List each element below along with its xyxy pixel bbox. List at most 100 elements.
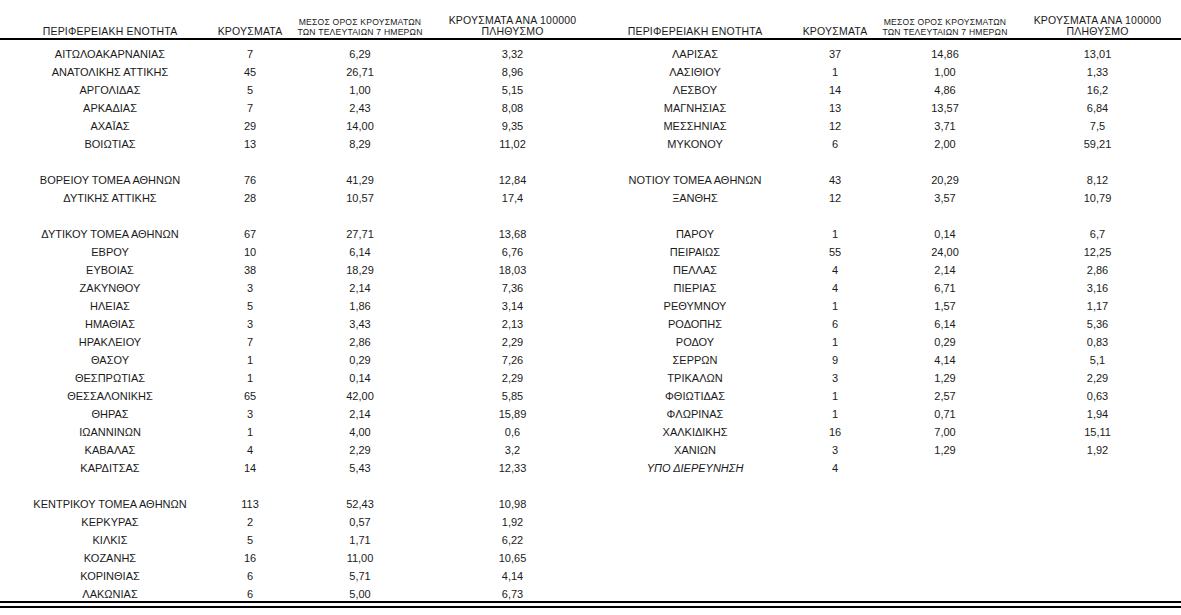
per100k-cell: 10,65 [435,553,590,564]
per100k-cell: 2,29 [435,373,590,384]
region-cell: ΛΑΣΙΘΙΟΥ [590,67,800,78]
table-row: ΕΒΡΟΥ106,146,76 [5,243,590,261]
avg7-cell: 11,00 [285,553,435,564]
table-row: ΚΕΡΚΥΡΑΣ20,571,92 [5,513,590,531]
cases-cell: 1 [800,337,870,348]
cases-cell: 9 [800,355,870,366]
table-row: ΚΙΛΚΙΣ51,716,22 [5,531,590,549]
per100k-cell: 59,21 [1020,139,1175,150]
cases-cell: 16 [800,427,870,438]
region-cell: ΕΒΡΟΥ [5,247,215,258]
per100k-cell: 1,17 [1020,301,1175,312]
avg7-cell: 2,86 [285,337,435,348]
cases-cell: 45 [215,67,285,78]
cases-cell: 13 [800,103,870,114]
table-row: ΘΑΣΟΥ10,297,26 [5,351,590,369]
cases-cell: 28 [215,193,285,204]
region-cell: ΛΕΣΒΟΥ [590,85,800,96]
avg7-cell: 2,14 [285,409,435,420]
avg7-cell: 2,14 [285,283,435,294]
per100k-cell: 6,84 [1020,103,1175,114]
per100k-cell: 1,92 [1020,445,1175,456]
cases-cell: 38 [215,265,285,276]
per100k-cell: 8,12 [1020,175,1175,186]
column-header-cases: ΚΡΟΥΣΜΑΤΑ [215,26,285,38]
per100k-cell: 1,92 [435,517,590,528]
avg7-cell: 4,00 [285,427,435,438]
table-row: ΑΡΚΑΔΙΑΣ72,438,08 [5,99,590,117]
region-cell: ΜΕΣΣΗΝΙΑΣ [590,121,800,132]
table-row: ΗΡΑΚΛΕΙΟΥ72,862,29 [5,333,590,351]
cases-cell: 6 [215,589,285,600]
per100k-cell: 0,63 [1020,391,1175,402]
table-row: ΚΑΡΔΙΤΣΑΣ145,4312,33 [5,459,590,477]
cases-cell: 1 [800,229,870,240]
cases-cell: 3 [800,373,870,384]
cases-cell: 13 [215,139,285,150]
table-row: ΔΥΤΙΚΟΥ ΤΟΜΕΑ ΑΘΗΝΩΝ6727,7113,68 [5,225,590,243]
cases-cell: 7 [215,337,285,348]
avg7-cell: 1,29 [870,373,1020,384]
region-cell: ΙΩΑΝΝΙΝΩΝ [5,427,215,438]
avg7-cell: 7,00 [870,427,1020,438]
per100k-cell: 6,22 [435,535,590,546]
avg7-cell: 2,29 [285,445,435,456]
cases-cell: 4 [800,283,870,294]
header-underline [0,38,1181,40]
cases-cell: 37 [800,49,870,60]
table-header: ΠΕΡΙΦΕΡΕΙΑΚΗ ΕΝΟΤΗΤΑ ΚΡΟΥΣΜΑΤΑ ΜΕΣΟΣ ΟΡΟ… [5,12,590,38]
cases-cell: 3 [800,445,870,456]
avg7-cell: 6,29 [285,49,435,60]
table-row: ΝΟΤΙΟΥ ΤΟΜΕΑ ΑΘΗΝΩΝ4320,298,12 [590,171,1175,189]
table-body-left: ΑΙΤΩΛΟΑΚΑΡΝΑΝΙΑΣ76,293,32ΑΝΑΤΟΛΙΚΗΣ ΑΤΤΙ… [5,45,590,603]
avg7-cell: 1,57 [870,301,1020,312]
per100k-cell: 8,08 [435,103,590,114]
avg7-cell: 5,43 [285,463,435,474]
cases-cell: 1 [800,67,870,78]
cases-cell: 1 [215,427,285,438]
per100k-cell: 3,32 [435,49,590,60]
table-header: ΠΕΡΙΦΕΡΕΙΑΚΗ ΕΝΟΤΗΤΑ ΚΡΟΥΣΜΑΤΑ ΜΕΣΟΣ ΟΡΟ… [590,12,1175,38]
per100k-cell: 12,84 [435,175,590,186]
cases-cell: 29 [215,121,285,132]
per100k-cell: 1,94 [1020,409,1175,420]
region-cell: ΚΟΖΑΝΗΣ [5,553,215,564]
avg7-cell: 18,29 [285,265,435,276]
avg7-cell: 52,43 [285,499,435,510]
regional-cases-table-left: ΠΕΡΙΦΕΡΕΙΑΚΗ ΕΝΟΤΗΤΑ ΚΡΟΥΣΜΑΤΑ ΜΕΣΟΣ ΟΡΟ… [5,12,590,603]
per100k-cell: 0,6 [435,427,590,438]
region-cell: ΦΘΙΩΤΙΔΑΣ [590,391,800,402]
table-row: ΞΑΝΘΗΣ123,5710,79 [590,189,1175,207]
cases-cell: 12 [800,121,870,132]
region-cell: ΤΡΙΚΑΛΩΝ [590,373,800,384]
cases-cell: 113 [215,499,285,510]
per100k-cell: 0,83 [1020,337,1175,348]
avg7-cell: 26,71 [285,67,435,78]
per100k-cell: 5,15 [435,85,590,96]
avg7-cell: 1,86 [285,301,435,312]
region-cell: ΠΕΙΡΑΙΩΣ [590,247,800,258]
avg7-cell: 1,00 [870,67,1020,78]
avg7-cell: 1,71 [285,535,435,546]
avg7-cell: 10,57 [285,193,435,204]
table-row: ΑΧΑΪΑΣ2914,009,35 [5,117,590,135]
avg7-cell: 1,29 [870,445,1020,456]
avg7-cell: 13,57 [870,103,1020,114]
per100k-cell: 7,26 [435,355,590,366]
avg7-cell: 2,57 [870,391,1020,402]
region-cell: ΑΝΑΤΟΛΙΚΗΣ ΑΤΤΙΚΗΣ [5,67,215,78]
region-cell: ΡΟΔΟΥ [590,337,800,348]
region-cell: ΥΠΟ ΔΙΕΡΕΥΝΗΣΗ [590,463,800,474]
cases-cell: 1 [215,373,285,384]
avg7-cell: 4,86 [870,85,1020,96]
avg7-cell: 6,14 [870,319,1020,330]
cases-cell: 3 [215,409,285,420]
avg7-cell: 0,29 [285,355,435,366]
per100k-cell: 17,4 [435,193,590,204]
region-cell: ΔΥΤΙΚΗΣ ΑΤΤΙΚΗΣ [5,193,215,204]
avg7-cell: 1,00 [285,85,435,96]
per100k-cell: 5,1 [1020,355,1175,366]
region-cell: ΘΗΡΑΣ [5,409,215,420]
table-row [5,477,590,495]
table-row: ΒΟΙΩΤΙΑΣ138,2911,02 [5,135,590,153]
